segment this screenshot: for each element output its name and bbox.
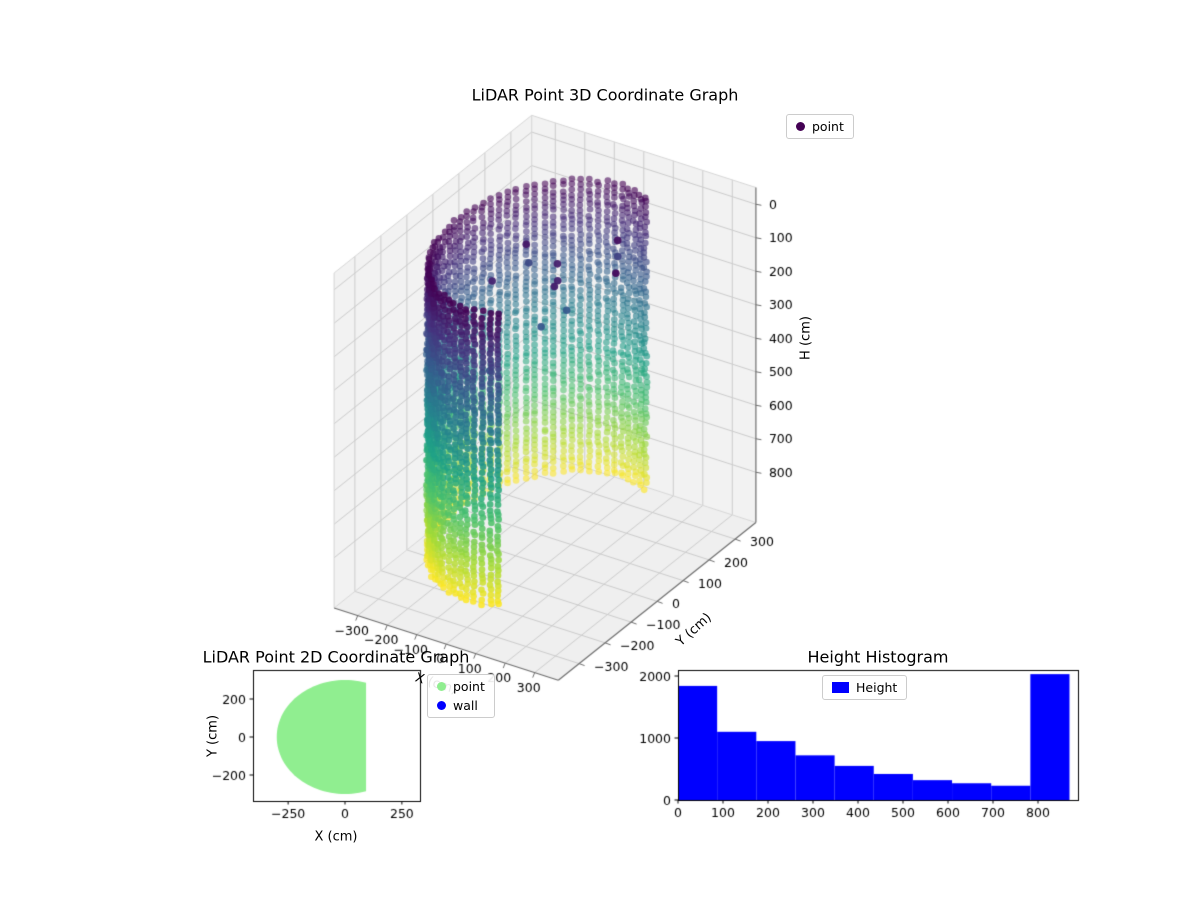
plot2d-xlabel: X (cm): [314, 829, 358, 845]
plot2d-title: LiDAR Point 2D Coordinate Graph: [202, 647, 470, 667]
plot3d-title: LiDAR Point 3D Coordinate Graph: [471, 85, 739, 105]
plot2d-legend: point wall: [427, 674, 495, 718]
legend-label: point: [453, 679, 485, 694]
legend-item: point: [796, 119, 844, 134]
legend-item: point: [437, 679, 485, 694]
point-marker-icon: [796, 122, 805, 131]
plot3d-legend: point: [786, 114, 854, 139]
histogram-legend: Height: [822, 675, 908, 700]
legend-item: Height: [832, 680, 897, 695]
height-patch-icon: [832, 682, 849, 693]
plot3d-zlabel: H (cm): [798, 316, 814, 360]
legend-item: wall: [437, 698, 485, 713]
legend-label: point: [812, 119, 844, 134]
plot2d-ylabel: Y (cm): [205, 714, 221, 758]
histogram-title: Height Histogram: [807, 647, 949, 667]
legend-label: Height: [856, 680, 898, 695]
legend-label: wall: [453, 698, 478, 713]
wall-marker-icon: [437, 701, 446, 710]
point-marker-icon: [437, 682, 446, 691]
